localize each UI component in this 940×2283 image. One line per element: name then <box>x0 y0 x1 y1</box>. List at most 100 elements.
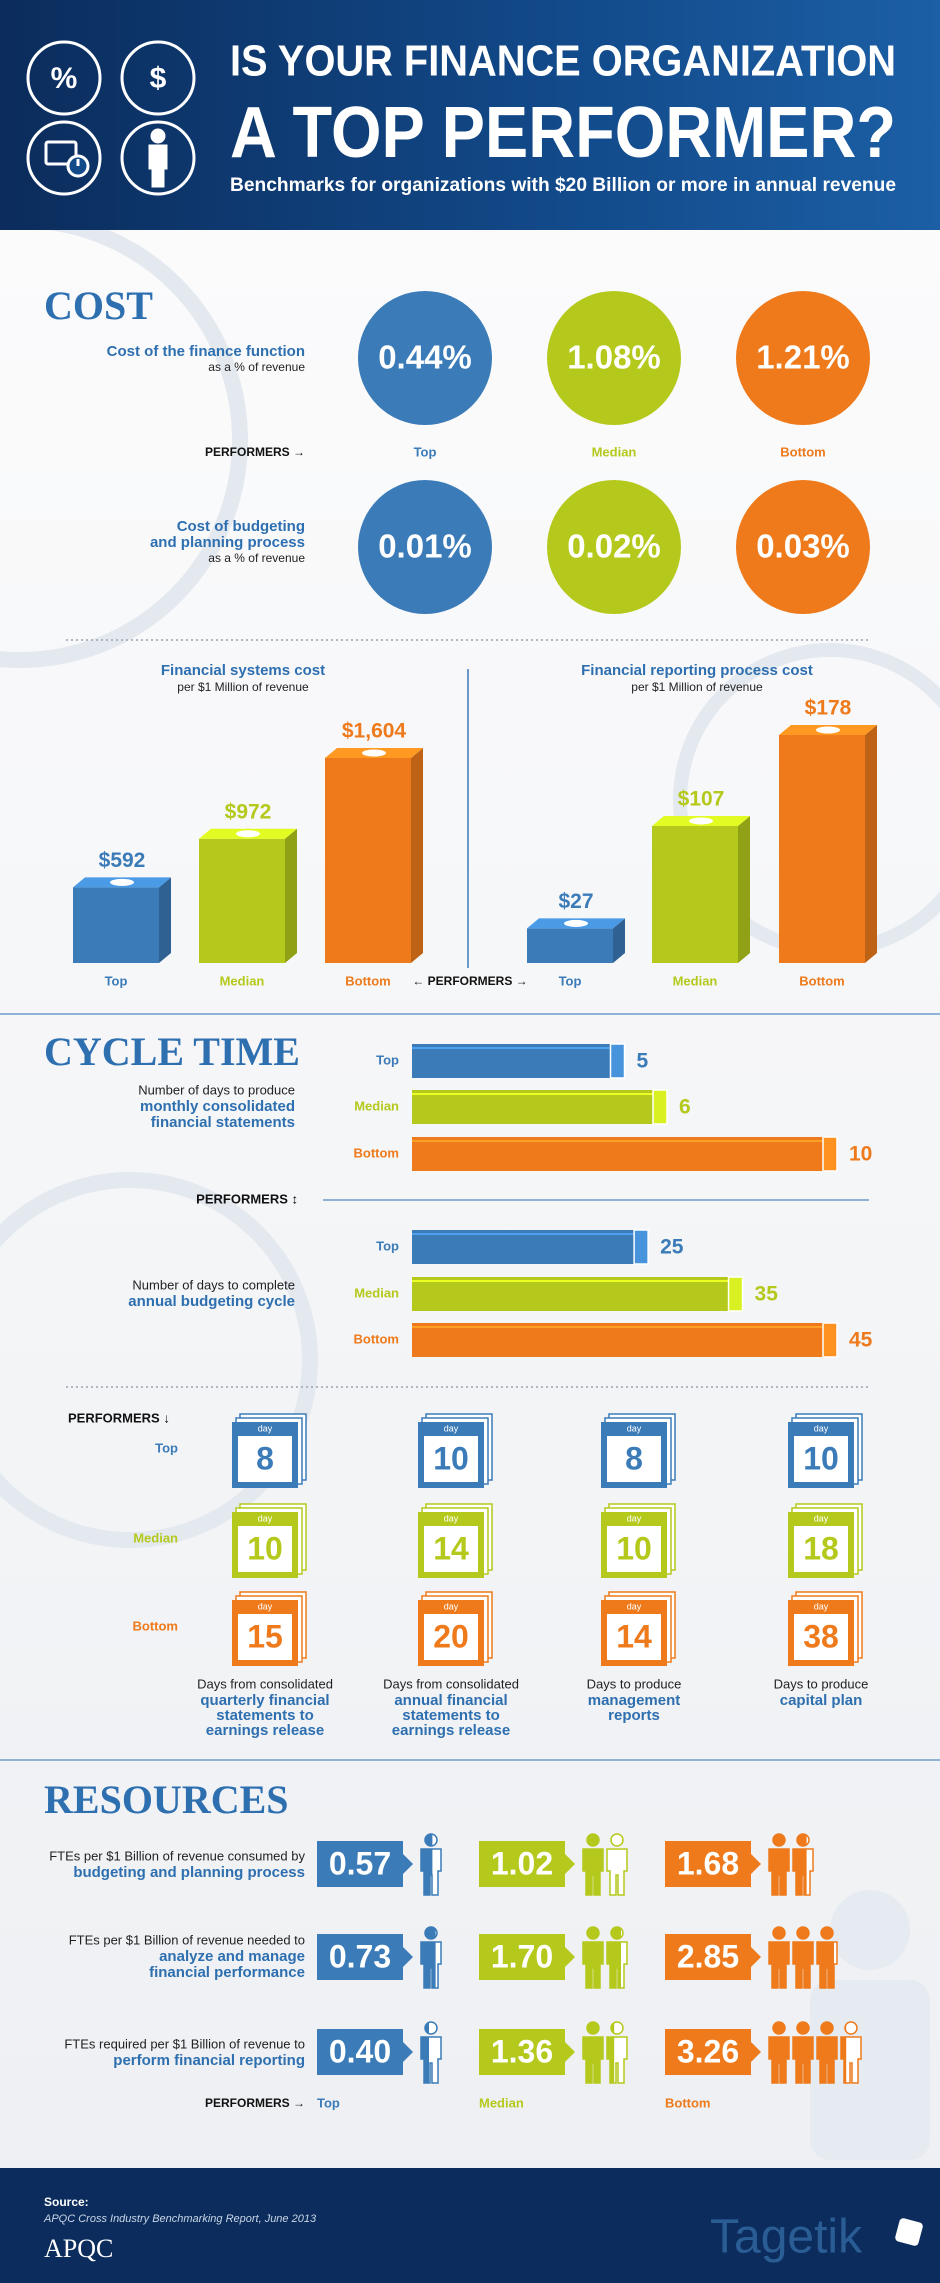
fte-value: 1.36 <box>491 2033 553 2069</box>
bar <box>527 918 625 963</box>
person-fill <box>421 2022 429 2083</box>
calendar-page <box>794 1436 848 1482</box>
calendar-page <box>424 1526 478 1572</box>
metric-label: FTEs required per $1 Billion of revenue … <box>64 2036 305 2051</box>
bar-value: $27 <box>558 890 593 913</box>
bar-body <box>412 1277 743 1311</box>
person-head <box>587 2022 599 2034</box>
value-box-arrow <box>403 1947 413 1967</box>
calendar-page <box>424 1436 478 1482</box>
metric-label: Number of days to complete <box>132 1277 295 1292</box>
person-head <box>773 2022 785 2034</box>
fte-value: 0.40 <box>329 2033 391 2069</box>
value-box <box>479 2029 565 2075</box>
column-caption: statements to <box>402 1707 500 1724</box>
bar <box>325 748 423 963</box>
column-caption: Days from consolidated <box>383 1676 519 1691</box>
person-body <box>793 1942 813 1988</box>
calendar-value: 8 <box>256 1440 274 1476</box>
bar <box>412 1043 626 1079</box>
person-fill <box>841 2024 847 2083</box>
person-head <box>587 1927 599 1939</box>
fte-value: 2.85 <box>677 1938 739 1974</box>
bar-body <box>412 1323 837 1357</box>
calendar-page <box>607 1526 661 1572</box>
calendar-day: day <box>258 1513 273 1523</box>
level-label: Bottom <box>345 973 391 988</box>
person-body <box>793 2037 813 2083</box>
person-fill <box>421 1927 436 1988</box>
calendar-value: 20 <box>433 1618 469 1654</box>
bar-front <box>325 758 411 963</box>
bar-cap <box>609 1043 626 1079</box>
level-label: Bottom <box>354 1331 400 1346</box>
metric-label: annual budgeting cycle <box>128 1293 295 1310</box>
source-text: APQC Cross Industry Benchmarking Report,… <box>43 2213 317 2225</box>
person-body <box>793 1849 807 1895</box>
fte-value: 0.73 <box>329 1938 391 1974</box>
bar-side <box>738 815 750 963</box>
level-label: Bottom <box>799 973 845 988</box>
person-fill <box>769 2022 789 2083</box>
value-circle <box>736 480 870 614</box>
section-title: CYCLE TIME <box>44 1029 300 1074</box>
value-circle <box>358 291 492 425</box>
bar-cap <box>633 1229 649 1265</box>
calendar-page <box>794 1614 848 1660</box>
bar-value: 35 <box>755 1283 779 1306</box>
metric-label: Cost of the finance function <box>107 343 305 360</box>
metric-sublabel: as a % of revenue <box>208 360 305 374</box>
fte-figures <box>420 1833 442 1896</box>
bar-cap <box>727 1276 744 1312</box>
value-box <box>665 1841 751 1887</box>
bar <box>73 877 171 963</box>
header-icon-label: $ <box>150 62 167 95</box>
metric-label: financial statements <box>151 1114 295 1131</box>
calendar-day: day <box>258 1423 273 1433</box>
level-label: Median <box>133 1530 178 1545</box>
circle-value: 1.21% <box>756 339 850 376</box>
person-fill <box>607 1927 621 1988</box>
bill-icon <box>236 830 260 838</box>
level-label: Top <box>376 1238 399 1253</box>
metric-label: FTEs per $1 Billion of revenue needed to <box>69 1932 305 1947</box>
bar-value: $972 <box>225 800 272 823</box>
performers-label: PERFORMERS → <box>205 2096 305 2110</box>
chart-subtitle: per $1 Million of revenue <box>177 680 309 694</box>
person-head-outline <box>610 1833 624 1847</box>
fte-figures <box>420 2021 442 2084</box>
fte-figures <box>768 1833 814 1896</box>
watermark <box>810 1980 930 2160</box>
person-body <box>769 1942 789 1988</box>
icon-person-head <box>150 128 166 144</box>
person-fill <box>817 2022 837 2083</box>
level-label: Top <box>376 1052 399 1067</box>
performers-label: ← PERFORMERS → <box>412 974 527 988</box>
person-fill <box>817 1927 834 1988</box>
person-fill <box>583 1927 603 1988</box>
bar <box>412 1276 744 1312</box>
person-body <box>583 2037 603 2083</box>
person-head <box>821 2022 833 2034</box>
performers-label: PERFORMERS → <box>205 445 305 459</box>
fte-figures <box>582 1926 628 1989</box>
calendar-value: 8 <box>625 1440 643 1476</box>
column-caption: management <box>588 1692 681 1709</box>
bar-cap <box>822 1136 838 1172</box>
calendar-page <box>607 1614 661 1660</box>
bill-icon <box>816 726 840 734</box>
bill-icon <box>362 749 386 757</box>
person-head <box>797 1927 809 1939</box>
icon-circle <box>26 40 102 116</box>
bar-cap <box>652 1089 668 1125</box>
level-label: Median <box>220 973 265 988</box>
calendar-value: 10 <box>433 1440 469 1476</box>
bar <box>779 725 877 963</box>
person-body <box>769 1849 789 1895</box>
column-caption: annual financial <box>394 1692 507 1709</box>
title-line: A TOP PERFORMER? <box>230 93 896 173</box>
icon-circle <box>120 120 196 196</box>
metric-label: monthly consolidated <box>140 1098 295 1115</box>
level-label: Top <box>105 973 128 988</box>
circle-value: 1.08% <box>567 339 661 376</box>
